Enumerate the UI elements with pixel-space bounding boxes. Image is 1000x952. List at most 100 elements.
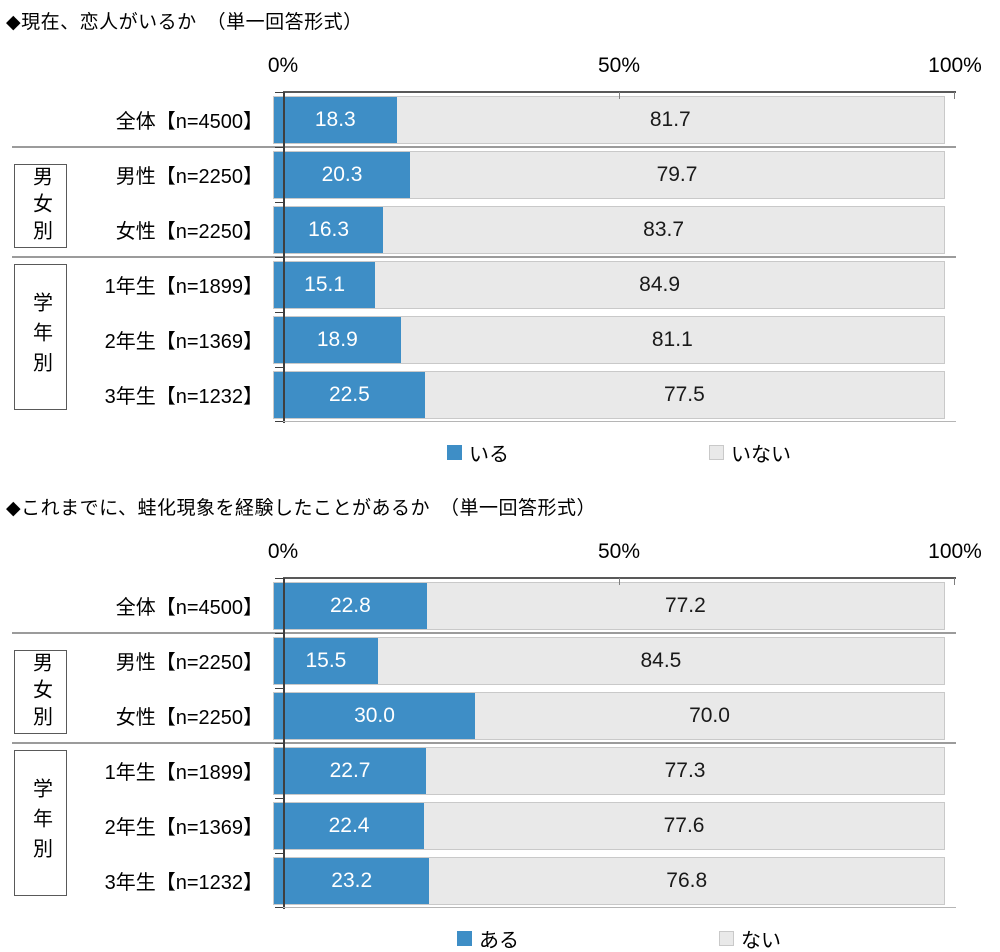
bar-value-no: 77.3: [664, 758, 706, 782]
axis-tick-50-mark: [619, 578, 620, 585]
bar-segment-no: 81.1: [400, 316, 944, 363]
axis-tick-100-mark: [954, 92, 955, 99]
group-separator-line: [12, 742, 956, 744]
category-axis-tick: [275, 578, 283, 579]
category-label: 3年生【n=1232】: [104, 386, 263, 408]
axis-tick-label-50: 50%: [597, 54, 641, 77]
bar-segment-no: 77.5: [424, 371, 944, 418]
bar-segment-yes: 22.7: [274, 747, 427, 794]
category-axis-tick: [275, 853, 283, 854]
bar-row: 2年生【n=1369】 18.9 81.1: [0, 312, 955, 367]
category-axis-tick: [275, 312, 283, 313]
legend-label-yes: ある: [479, 929, 519, 952]
category-axis-tick: [275, 202, 283, 203]
y-axis-line: [283, 92, 285, 423]
legend-label-no: いない: [731, 443, 791, 466]
category-axis-tick: [275, 907, 283, 908]
bar-row: 全体【n=4500】 22.8 77.2: [0, 578, 955, 633]
plot-bottom-border: [277, 907, 956, 908]
bar-row: 1年生【n=1899】 15.1 84.9: [0, 257, 955, 312]
category-label: 2年生【n=1369】: [104, 817, 263, 839]
bar-segment-yes: 22.5: [274, 371, 425, 418]
category-label: 男性【n=2250】: [115, 652, 263, 674]
category-label: 男性【n=2250】: [115, 166, 263, 188]
bar-row: 全体【n=4500】 18.3 81.7: [0, 92, 955, 147]
bar-segment-no: 84.5: [377, 637, 944, 684]
axis-tick-label-100: 100%: [928, 54, 982, 77]
y-axis-line: [283, 578, 285, 909]
bar-segment-no: 77.6: [424, 802, 944, 849]
bar-value-yes: 22.8: [329, 593, 371, 617]
category-label: 女性【n=2250】: [115, 707, 263, 729]
legend-item-yes: いる: [447, 438, 509, 467]
plot-bottom-border: [277, 421, 956, 422]
axis-tick-label-50: 50%: [597, 540, 641, 563]
bar-value-no: 81.1: [651, 327, 693, 351]
bar-track: 23.2 76.8: [273, 856, 945, 905]
bar-segment-no: 84.9: [375, 261, 944, 308]
bar-row: 1年生【n=1899】 22.7 77.3: [0, 743, 955, 798]
group-box-grade: 学年別: [14, 264, 67, 410]
bar-track: 18.3 81.7: [273, 95, 945, 144]
bar-segment-yes: 23.2: [274, 857, 430, 904]
bar-value-no: 77.6: [663, 813, 705, 837]
legend-swatch-yes: [457, 930, 472, 946]
bar-value-yes: 18.9: [316, 327, 358, 351]
bar-segment-yes: 18.3: [274, 96, 397, 143]
axis-tick-50-mark: [619, 92, 620, 99]
category-axis-tick: [275, 743, 283, 744]
legend-item-no: いない: [709, 438, 791, 467]
group-label-grade: 学年別: [29, 778, 52, 868]
bar-value-yes: 18.3: [314, 107, 356, 131]
category-label: 全体【n=4500】: [115, 111, 263, 133]
bar-segment-no: 70.0: [475, 692, 944, 739]
bar-track: 22.4 77.6: [273, 801, 945, 850]
bar-track: 22.5 77.5: [273, 370, 945, 419]
bar-segment-yes: 15.5: [274, 637, 378, 684]
group-box-gender: 男女別: [14, 650, 67, 734]
x-axis-labels: 0% 50% 100%: [268, 52, 982, 78]
category-label: 全体【n=4500】: [115, 597, 263, 619]
category-label: 1年生【n=1899】: [104, 276, 263, 298]
bar-value-yes: 15.1: [304, 272, 346, 296]
bar-rows: 全体【n=4500】 22.8 77.2 男性【n=2250】 15.5 84.5 女性【n…: [0, 578, 955, 908]
category-axis-tick: [275, 257, 283, 258]
bar-row: 3年生【n=1232】 23.2 76.8: [0, 853, 955, 908]
bar-value-no: 77.5: [663, 382, 705, 406]
bar-row: 男性【n=2250】 15.5 84.5: [0, 633, 955, 688]
bar-row: 男性【n=2250】 20.3 79.7: [0, 147, 955, 202]
bar-segment-no: 79.7: [410, 151, 944, 198]
bar-value-no: 83.7: [643, 217, 685, 241]
bar-value-yes: 23.2: [331, 868, 373, 892]
bar-track: 15.5 84.5: [273, 636, 945, 685]
bar-row: 3年生【n=1232】 22.5 77.5: [0, 367, 955, 422]
bar-segment-no: 77.3: [426, 747, 944, 794]
bar-value-yes: 22.5: [328, 382, 370, 406]
bar-value-yes: 16.3: [308, 217, 350, 241]
group-separator-line: [12, 146, 956, 148]
chart-title: ◆現在、恋人がいるか （単一回答形式）: [6, 12, 363, 33]
axis-tick-label-0: 0%: [267, 540, 299, 563]
category-axis-tick: [275, 367, 283, 368]
x-axis-labels: 0% 50% 100%: [268, 538, 982, 564]
group-label-gender: 男女別: [29, 651, 52, 733]
bar-value-no: 70.0: [689, 703, 730, 727]
bar-track: 16.3 83.7: [273, 205, 945, 254]
bar-segment-yes: 30.0: [274, 692, 475, 739]
bar-segment-yes: 22.4: [274, 802, 425, 849]
group-label-gender: 男女別: [29, 165, 52, 247]
chart-section-partner: ◆現在、恋人がいるか （単一回答形式） 0% 50% 100% 全体【n=450…: [0, 10, 1000, 466]
bar-value-yes: 22.7: [329, 758, 371, 782]
legend-swatch-no: [709, 444, 724, 460]
legend-swatch-yes: [447, 444, 462, 460]
legend-label-yes: いる: [469, 443, 509, 466]
category-axis-tick: [275, 688, 283, 689]
chart-section-frogization: ◆これまでに、蛙化現象を経験したことがあるか （単一回答形式） 0% 50% 1…: [0, 496, 1000, 952]
bar-value-no: 76.8: [666, 868, 708, 892]
group-separator-line: [12, 256, 956, 258]
bar-value-no: 79.7: [656, 162, 698, 186]
plot-area: 全体【n=4500】 18.3 81.7 男性【n=2250】 20.3 79.7 女性【n…: [0, 91, 956, 423]
bar-row: 女性【n=2250】 30.0 70.0: [0, 688, 955, 743]
group-label-grade: 学年別: [29, 292, 52, 382]
bar-track: 20.3 79.7: [273, 150, 945, 199]
